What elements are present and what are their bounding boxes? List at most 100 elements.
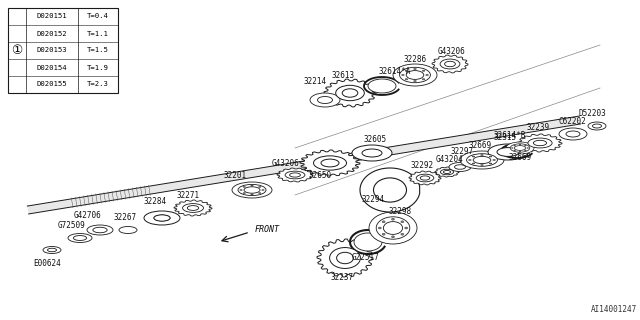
- Ellipse shape: [593, 124, 602, 128]
- Text: G43206: G43206: [271, 158, 299, 167]
- Ellipse shape: [493, 159, 495, 161]
- Ellipse shape: [376, 217, 410, 239]
- Ellipse shape: [259, 193, 261, 194]
- Ellipse shape: [506, 142, 534, 154]
- Ellipse shape: [454, 165, 465, 169]
- Ellipse shape: [440, 169, 454, 175]
- Ellipse shape: [488, 144, 528, 160]
- Ellipse shape: [444, 171, 451, 173]
- Ellipse shape: [182, 204, 204, 212]
- Ellipse shape: [525, 145, 526, 146]
- Ellipse shape: [445, 61, 456, 67]
- Ellipse shape: [588, 122, 606, 130]
- Ellipse shape: [342, 89, 358, 97]
- Ellipse shape: [481, 164, 483, 165]
- Ellipse shape: [378, 227, 381, 229]
- Polygon shape: [277, 168, 313, 182]
- Ellipse shape: [405, 79, 408, 80]
- Ellipse shape: [413, 68, 417, 70]
- Text: 32669: 32669: [508, 154, 532, 163]
- Ellipse shape: [119, 227, 137, 234]
- Ellipse shape: [87, 225, 113, 235]
- Text: 32605: 32605: [364, 134, 387, 143]
- Text: FRONT: FRONT: [255, 226, 280, 235]
- Ellipse shape: [310, 93, 340, 107]
- Polygon shape: [300, 150, 360, 176]
- Ellipse shape: [515, 146, 525, 150]
- Text: ①: ①: [12, 44, 22, 57]
- Text: T=2.3: T=2.3: [87, 82, 109, 87]
- Ellipse shape: [251, 194, 253, 195]
- Ellipse shape: [519, 151, 521, 152]
- Polygon shape: [317, 239, 373, 277]
- Ellipse shape: [68, 234, 92, 243]
- Polygon shape: [435, 167, 459, 177]
- Ellipse shape: [374, 178, 406, 202]
- Polygon shape: [409, 171, 441, 185]
- Ellipse shape: [566, 131, 580, 137]
- Text: 32650: 32650: [308, 171, 332, 180]
- Text: G22517: G22517: [352, 253, 380, 262]
- Ellipse shape: [262, 189, 264, 190]
- Text: 32284: 32284: [143, 197, 166, 206]
- Text: D020153: D020153: [36, 47, 67, 53]
- Text: 32614*B: 32614*B: [494, 131, 526, 140]
- Ellipse shape: [240, 189, 242, 190]
- Ellipse shape: [238, 184, 266, 196]
- Ellipse shape: [449, 163, 471, 172]
- Ellipse shape: [93, 227, 107, 233]
- Text: C62202: C62202: [558, 117, 586, 126]
- Ellipse shape: [243, 187, 245, 188]
- Ellipse shape: [232, 182, 272, 198]
- Text: 32315: 32315: [493, 133, 516, 142]
- Text: 32298: 32298: [388, 207, 412, 217]
- Text: G43206: G43206: [438, 47, 466, 57]
- Polygon shape: [432, 55, 468, 73]
- Text: 32237: 32237: [330, 274, 353, 283]
- Ellipse shape: [401, 74, 404, 76]
- Text: 32286: 32286: [403, 55, 427, 65]
- Ellipse shape: [393, 64, 437, 86]
- Polygon shape: [518, 134, 562, 152]
- Ellipse shape: [43, 246, 61, 253]
- Ellipse shape: [144, 211, 180, 225]
- Ellipse shape: [533, 140, 547, 146]
- Ellipse shape: [422, 79, 425, 80]
- Ellipse shape: [514, 145, 515, 146]
- Text: G43204: G43204: [435, 156, 463, 164]
- Text: D020151: D020151: [36, 13, 67, 20]
- Text: E00624: E00624: [33, 259, 61, 268]
- Text: D52203: D52203: [578, 108, 606, 117]
- Text: D020155: D020155: [36, 82, 67, 87]
- Ellipse shape: [422, 70, 425, 71]
- Ellipse shape: [382, 221, 385, 223]
- Ellipse shape: [368, 79, 396, 93]
- Ellipse shape: [489, 163, 492, 164]
- Ellipse shape: [352, 145, 392, 161]
- Ellipse shape: [467, 154, 497, 166]
- Ellipse shape: [468, 159, 471, 161]
- Ellipse shape: [244, 187, 260, 193]
- Ellipse shape: [404, 227, 408, 229]
- Ellipse shape: [514, 150, 515, 151]
- Ellipse shape: [243, 193, 245, 194]
- Text: 32239: 32239: [527, 124, 550, 132]
- Ellipse shape: [74, 236, 86, 240]
- Ellipse shape: [330, 248, 360, 268]
- Ellipse shape: [559, 128, 587, 140]
- Ellipse shape: [416, 174, 434, 182]
- Ellipse shape: [251, 185, 253, 186]
- Ellipse shape: [401, 221, 404, 223]
- Text: AI14001247: AI14001247: [591, 305, 637, 314]
- Ellipse shape: [401, 233, 404, 235]
- Text: D020152: D020152: [36, 30, 67, 36]
- Ellipse shape: [460, 151, 504, 169]
- Text: 32294: 32294: [362, 196, 385, 204]
- Polygon shape: [360, 168, 420, 212]
- Text: D020154: D020154: [36, 65, 67, 70]
- Ellipse shape: [510, 144, 530, 152]
- Ellipse shape: [382, 233, 385, 235]
- Ellipse shape: [497, 148, 519, 156]
- Ellipse shape: [525, 150, 526, 151]
- Ellipse shape: [290, 173, 300, 177]
